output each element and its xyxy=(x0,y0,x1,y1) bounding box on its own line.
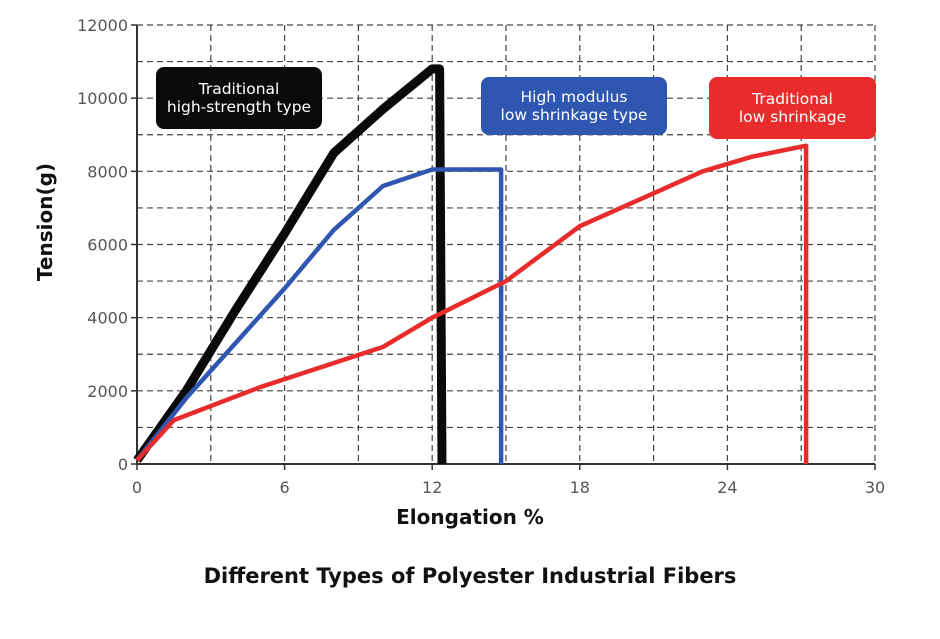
x-tick-label: 24 xyxy=(717,478,737,497)
legend-label-line-1: High modulus xyxy=(520,88,628,106)
legend-label-line-1: Traditional xyxy=(752,90,833,108)
legend-label-high-modulus: High modulus low shrinkage type xyxy=(481,77,667,135)
legend-label-line-1: Traditional xyxy=(198,80,280,98)
y-tick-label: 0 xyxy=(118,455,128,474)
figure-caption: Different Types of Polyester Industrial … xyxy=(203,564,737,588)
y-axis-label: Tension(g) xyxy=(33,163,57,281)
x-tick-label: 30 xyxy=(865,478,885,497)
y-tick-label: 4000 xyxy=(87,309,128,328)
series-line-3 xyxy=(135,143,809,464)
legend-label-high-strength: Traditional high-strength type xyxy=(156,67,322,129)
series-line-2 xyxy=(135,167,504,464)
series-line-1 xyxy=(133,64,447,465)
x-tick-label: 0 xyxy=(132,478,142,497)
y-tick-label: 10000 xyxy=(77,89,128,108)
legend-label-line-2: low shrinkage xyxy=(738,108,847,126)
y-tick-label: 12000 xyxy=(77,16,128,35)
x-tick-label: 18 xyxy=(570,478,590,497)
y-tick-label: 8000 xyxy=(87,162,128,181)
x-tick-label: 6 xyxy=(280,478,290,497)
legend-label-line-2: low shrinkage type xyxy=(500,106,648,124)
tick-labels: 0 6 12 18 24 30 0 2000 4000 6000 8000 10000 12000 xyxy=(77,16,885,497)
x-axis-label: Elongation % xyxy=(396,505,544,529)
legend-label-low-shrinkage: Traditional low shrinkage xyxy=(709,77,876,139)
series-lines xyxy=(133,64,809,465)
y-tick-label: 2000 xyxy=(87,382,128,401)
axes xyxy=(131,24,876,470)
y-tick-label: 6000 xyxy=(87,236,128,255)
legend-label-line-2: high-strength type xyxy=(166,98,312,116)
x-tick-label: 12 xyxy=(422,478,442,497)
